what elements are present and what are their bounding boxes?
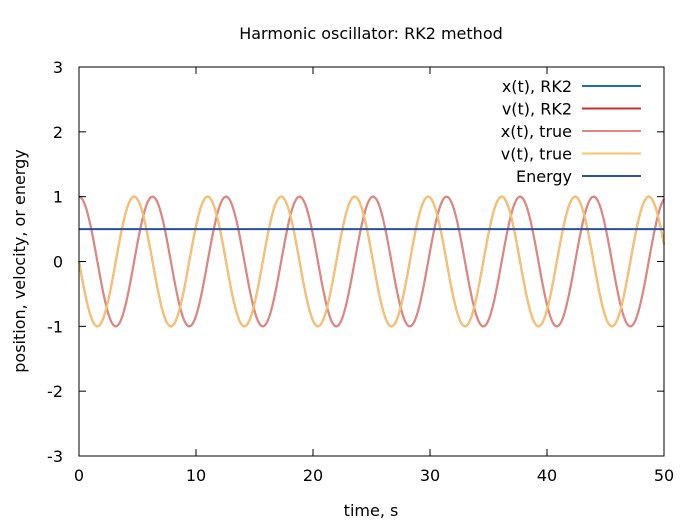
tick-layer: 0 10 20 30 40 50 -3 -2 -1 0 1 2 3 [47,58,674,485]
series-line [78,195,665,328]
x-tick-label: 20 [303,466,323,485]
legend-label: Energy [516,167,572,186]
series-line [78,195,665,328]
x-tick-label: 10 [186,466,206,485]
y-tick-label: 2 [53,123,63,142]
legend-label: x(t), RK2 [502,77,572,96]
series-line [78,195,665,328]
x-tick-label: 40 [537,466,557,485]
series-layer [78,195,665,328]
y-tick-label: 0 [53,253,63,272]
y-tick-label: 1 [53,188,63,207]
plot-frame [78,66,665,457]
legend-label: v(t), RK2 [502,100,572,119]
y-axis-label: position, velocity, or energy [10,149,29,372]
legend-label: v(t), true [501,145,572,164]
legend-label: x(t), true [501,122,572,141]
series-line [78,195,665,328]
x-tick-label: 0 [74,466,84,485]
x-axis-label: time, s [344,501,399,520]
x-tick-label: 50 [654,466,674,485]
chart-title: Harmonic oscillator: RK2 method [239,24,503,43]
legend: x(t), RK2 v(t), RK2 x(t), true v(t), true En… [501,77,641,186]
x-tick-label: 30 [420,466,440,485]
y-tick-label: -1 [47,317,63,336]
y-tick-label: 3 [53,58,63,77]
y-tick-label: -3 [47,447,63,466]
y-tick-label: -2 [47,382,63,401]
